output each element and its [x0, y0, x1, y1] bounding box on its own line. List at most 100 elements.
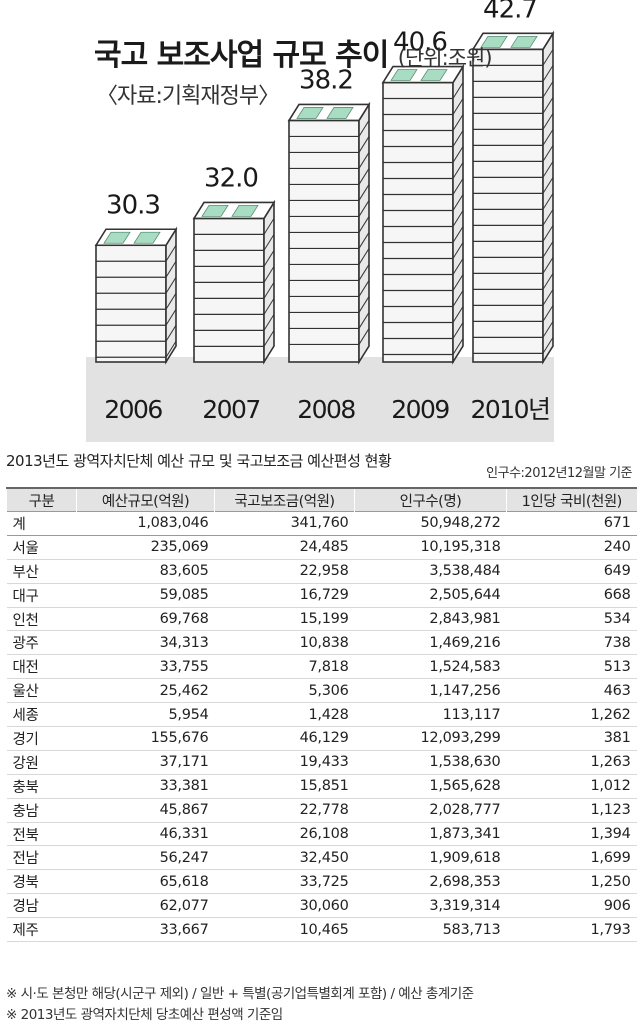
chart-title-text: 국고 보조사업 규모 추이	[94, 38, 389, 73]
region-cell: 서울	[6, 535, 77, 560]
value-cell: 25,462	[76, 678, 215, 704]
value-cell: 24,485	[214, 535, 355, 560]
chart-floor	[86, 357, 554, 442]
value-cell: 46,129	[214, 726, 355, 751]
value-cell: 2,843,981	[354, 607, 507, 632]
value-cell: 2,028,777	[354, 798, 507, 823]
value-cell: 1,394	[506, 822, 637, 847]
region-cell: 인천	[6, 607, 77, 632]
table-header-row: 구분 예산규모(억원) 국고보조금(억원) 인구수(명) 1인당 국비(천원)	[6, 488, 637, 512]
chart-title: 국고 보조사업 규모 추이 (단위:조원)	[94, 30, 493, 74]
region-cell: 강원	[6, 750, 77, 775]
region-cell: 부산	[6, 559, 77, 584]
value-cell: 69,768	[76, 607, 215, 632]
region-cell: 광주	[6, 630, 77, 656]
value-label-2008: 38.2	[299, 65, 353, 95]
region-cell: 전남	[6, 845, 77, 871]
table-row: 서울 235,069 24,485 10,195,318 240	[6, 535, 637, 560]
value-cell: 30,060	[214, 893, 355, 919]
table-row: 제주 33,667 10,465 583,713 1,793	[6, 917, 637, 943]
value-cell: 1,469,216	[354, 630, 507, 656]
value-cell: 1,250	[506, 869, 637, 895]
value-cell: 65,618	[76, 869, 215, 895]
value-cell: 668	[506, 583, 637, 608]
value-cell: 19,433	[214, 750, 355, 775]
category-label-2008: 2008	[297, 395, 355, 424]
value-cell: 235,069	[76, 535, 215, 560]
region-cell: 제주	[6, 917, 77, 943]
table-row: 경남 62,077 30,060 3,319,314 906	[6, 893, 637, 919]
value-cell: 83,605	[76, 559, 215, 584]
value-cell: 1,262	[506, 702, 637, 728]
value-cell: 1,873,341	[354, 822, 507, 847]
bar-chart: 30.3 2006 32.0 2007 38.2 2008 40.6 2009 42.7 2010…	[86, 0, 555, 442]
value-cell: 113,117	[354, 702, 507, 728]
region-cell: 경남	[6, 893, 77, 919]
value-cell: 583,713	[354, 917, 507, 943]
footnote-2: ※ 2013년도 광역자치단체 당초예산 편성액 기준임	[6, 1007, 283, 1023]
value-cell: 1,263	[506, 750, 637, 775]
table-row: 강원 37,171 19,433 1,538,630 1,263	[6, 750, 637, 775]
value-cell: 534	[506, 607, 637, 632]
table-row: 경북 65,618 33,725 2,698,353 1,250	[6, 869, 637, 895]
table-row: 전남 56,247 32,450 1,909,618 1,699	[6, 845, 637, 871]
value-label-2007: 32.0	[204, 163, 258, 193]
value-cell: 738	[506, 630, 637, 656]
value-cell: 37,171	[76, 750, 215, 775]
value-cell: 341,760	[214, 511, 355, 536]
value-cell: 2,505,644	[354, 583, 507, 608]
table-row: 인천 69,768 15,199 2,843,981 534	[6, 607, 637, 632]
bar-2006	[94, 226, 178, 365]
value-cell: 3,319,314	[354, 893, 507, 919]
table-body: 계 1,083,046 341,760 50,948,272 671 서울 235,069 2…	[6, 511, 637, 943]
table-row: 광주 34,313 10,838 1,469,216 738	[6, 630, 637, 656]
value-cell: 155,676	[76, 726, 215, 751]
category-label-2006: 2006	[104, 395, 162, 424]
value-cell: 15,199	[214, 607, 355, 632]
value-cell: 906	[506, 893, 637, 919]
value-cell: 10,838	[214, 630, 355, 656]
value-cell: 22,958	[214, 559, 355, 584]
bar-2010년	[471, 30, 555, 365]
value-cell: 5,306	[214, 678, 355, 704]
value-cell: 33,667	[76, 917, 215, 943]
value-cell: 22,778	[214, 798, 355, 823]
table-row: 세종 5,954 1,428 113,117 1,262	[6, 702, 637, 728]
footnotes: ※ 시·도 본청만 해당(시군구 제외) / 일반 + 특별(공기업특별회계 포…	[6, 984, 474, 1026]
table-row: 계 1,083,046 341,760 50,948,272 671	[6, 511, 637, 536]
chart-unit: (단위:조원)	[397, 46, 493, 70]
value-cell: 1,699	[506, 845, 637, 871]
value-cell: 50,948,272	[354, 511, 507, 536]
value-cell: 1,083,046	[76, 511, 215, 536]
table-row: 대전 33,755 7,818 1,524,583 513	[6, 654, 637, 680]
value-cell: 32,450	[214, 845, 355, 871]
bar-2009	[381, 63, 465, 365]
table-header-cell: 구분	[6, 488, 77, 512]
value-cell: 1,793	[506, 917, 637, 943]
budget-table: 구분 예산규모(억원) 국고보조금(억원) 인구수(명) 1인당 국비(천원) 계 1,0…	[6, 487, 637, 943]
value-cell: 1,147,256	[354, 678, 507, 704]
region-cell: 계	[6, 511, 77, 536]
value-label-2006: 30.3	[106, 190, 160, 220]
footnote-1: ※ 시·도 본청만 해당(시군구 제외) / 일반 + 특별(공기업특별회계 포…	[6, 986, 474, 1002]
value-cell: 240	[506, 535, 637, 560]
category-label-2010년: 2010년	[470, 395, 549, 424]
value-cell: 34,313	[76, 630, 215, 656]
value-cell: 381	[506, 726, 637, 751]
value-cell: 7,818	[214, 654, 355, 680]
value-cell: 1,524,583	[354, 654, 507, 680]
value-label-2010년: 42.7	[483, 0, 537, 24]
value-cell: 10,195,318	[354, 535, 507, 560]
table-header-cell: 국고보조금(억원)	[214, 488, 355, 512]
value-cell: 62,077	[76, 893, 215, 919]
value-cell: 1,123	[506, 798, 637, 823]
table-header-cell: 인구수(명)	[354, 488, 507, 512]
table-row: 부산 83,605 22,958 3,538,484 649	[6, 559, 637, 584]
table-row: 경기 155,676 46,129 12,093,299 381	[6, 726, 637, 751]
table-row: 대구 59,085 16,729 2,505,644 668	[6, 583, 637, 608]
region-cell: 경북	[6, 869, 77, 895]
value-cell: 1,909,618	[354, 845, 507, 871]
value-cell: 1,012	[506, 774, 637, 799]
value-cell: 1,428	[214, 702, 355, 728]
table-row: 충남 45,867 22,778 2,028,777 1,123	[6, 798, 637, 823]
